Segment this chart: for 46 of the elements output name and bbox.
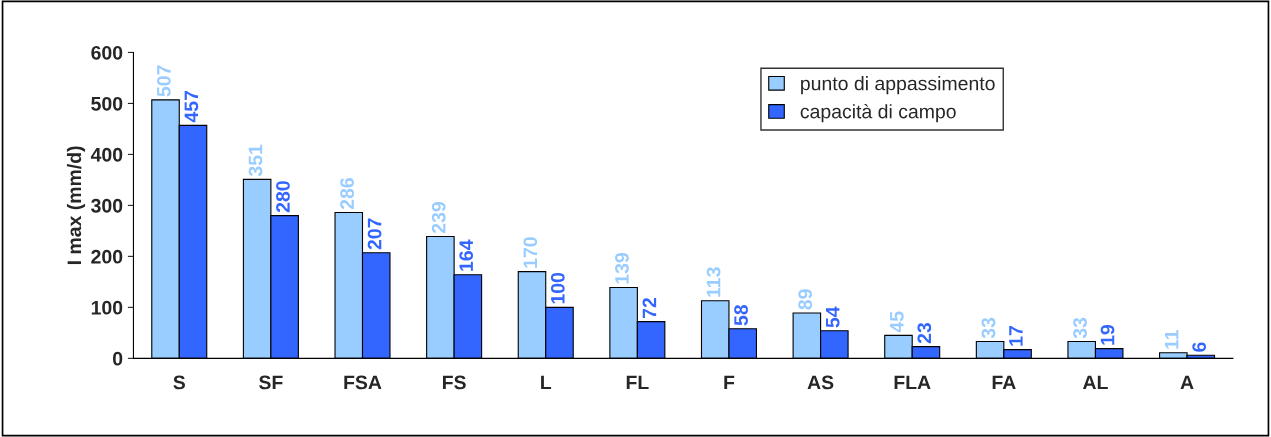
data-label: 139 [615, 252, 629, 284]
data-label: 17 [1009, 326, 1023, 346]
legend-label: punto di appassimento [801, 76, 995, 95]
y-tick-label: 300 [91, 198, 123, 213]
legend-label: capacità di campo [800, 103, 956, 123]
y-tick-label: 500 [91, 96, 123, 111]
data-label: 351 [248, 144, 263, 177]
x-tick-label: SF [259, 375, 283, 390]
data-label: 164 [459, 239, 474, 271]
data-label: 6 [1192, 342, 1207, 352]
data-label: 58 [734, 304, 748, 326]
data-label: 11 [1164, 329, 1179, 349]
data-label: 72 [642, 298, 657, 319]
data-label: 113 [706, 267, 721, 297]
x-tick-label: AS [807, 375, 834, 390]
x-tick-label: FLA [894, 375, 931, 390]
data-label: 170 [523, 237, 538, 268]
data-label: 33 [981, 317, 996, 339]
data-label: 54 [825, 306, 840, 328]
data-label: 33 [1073, 317, 1087, 339]
y-tick-label: 400 [90, 147, 123, 162]
x-tick-label: S [173, 375, 185, 390]
y-tick-label: 0 [112, 351, 123, 366]
y-tick-label: 200 [91, 249, 123, 264]
x-tick-label: FS [442, 375, 466, 390]
data-label: 45 [890, 311, 904, 333]
x-tick-label: AL [1082, 375, 1108, 390]
data-label: 207 [367, 218, 382, 250]
y-tick-label: 100 [91, 300, 123, 315]
data-label: 457 [184, 90, 199, 123]
x-tick-label: F [724, 375, 735, 390]
x-tick-label: A [1180, 375, 1194, 390]
data-label: 507 [156, 65, 171, 97]
y-axis-title: I max (mm/d) [66, 146, 86, 265]
x-tick-label: FL [626, 375, 649, 390]
data-label: 19 [1100, 324, 1115, 345]
data-label: 89 [798, 289, 813, 310]
x-tick-label: FA [992, 375, 1016, 390]
data-label: 23 [917, 322, 932, 344]
x-tick-label: FSA [344, 375, 382, 390]
data-label: 100 [550, 272, 565, 304]
y-tick-label: 600 [91, 45, 123, 60]
data-label: 239 [431, 201, 446, 234]
x-tick-label: L [541, 375, 552, 390]
data-label: 280 [276, 181, 290, 213]
data-label: 286 [340, 178, 354, 210]
